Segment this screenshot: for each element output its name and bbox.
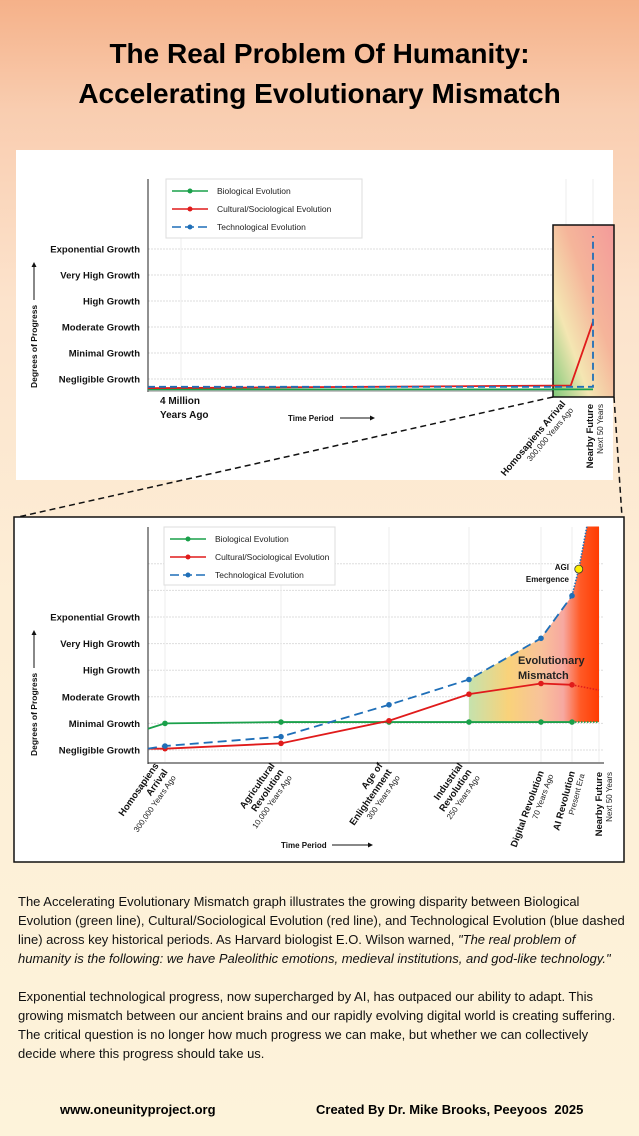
zoom-connector-left [17,396,554,518]
x-tick-label-line: Nearby Future [585,404,596,468]
detail-legend-box [163,526,336,586]
x-axis-arrowhead-icon [370,415,375,421]
detail-legend: Biological Evolution Cultural/Sociologica… [163,526,336,586]
legend-marker-biological-evolution [187,188,193,194]
evolutionary-mismatch-area [469,526,599,723]
data-point-technological-evolution [386,701,392,708]
description-paragraph-2: Exponential technological progress, now … [18,989,616,1061]
x-tick-label-line: Nearby Future [594,772,605,836]
detail-chart: Negligible Growth Minimal Growth Moderate … [13,516,625,863]
data-point-technological-evolution [538,635,544,642]
overview-legend: Biological Evolution Cultural/Sociologica… [165,178,363,239]
x-tick-sublabel: Next 50 Years [596,404,605,454]
detail-y-axis-label: Degrees of Progress [29,673,39,756]
data-point-cultural-sociological-evolution [278,740,284,747]
y-tick-high-growth: High Growth [83,666,140,677]
legend-marker-technological-evolution [185,572,191,578]
data-point-cultural-sociological-evolution [569,682,575,688]
overview-y-tick-labels: Negligible Growth Minimal Growth Moderate … [50,245,140,386]
detail-x-axis-label: Time Period [281,841,327,850]
overview-series [147,236,594,391]
credit-text: Created By Dr. Mike Brooks, Peeyoos 2025 [316,1102,584,1117]
y-tick-negligible-growth: Negligible Growth [59,746,140,757]
legend-label-biological-evolution: Biological Evolution [215,534,289,544]
y-tick-very-high-growth: Very High Growth [60,271,140,282]
data-point-technological-evolution [278,733,284,740]
detail-y-axis-title: Degrees of Progress [29,630,39,756]
detail-y-tick-labels: Negligible Growth Minimal Growth Moderate … [50,613,140,757]
data-point-technological-evolution [569,592,575,599]
agi-label-line1: AGI [555,563,569,572]
mismatch-label-line1: Evolutionary [518,655,586,667]
title-line-1: The Real Problem Of Humanity: [109,38,530,69]
charts-canvas: Negligible Growth Minimal Growth Moderate … [13,150,625,863]
data-point-biological-evolution [538,719,544,725]
zoom-connector-right [613,396,623,518]
overview-x-axis-label: Time Period [288,414,334,423]
agi-label-line2: Emergence [526,575,570,584]
wilson-quote: "The real problem of humanity is the fol… [18,932,611,966]
legend-label-cultural-sociological-evolution: Cultural/Sociological Evolution [217,204,332,214]
y-tick-exponential-growth: Exponential Growth [50,613,140,624]
overview-y-axis-title: Degrees of Progress [29,262,39,388]
y-tick-exponential-growth: Exponential Growth [50,245,140,256]
y-axis-arrowhead-icon [31,630,37,635]
x-tick-label-line: Years Ago [160,410,209,421]
y-tick-minimal-growth: Minimal Growth [69,719,140,730]
data-point-biological-evolution [569,719,575,725]
description: The Accelerating Evolutionary Mismatch g… [18,892,626,1082]
legend-marker-biological-evolution [185,536,191,542]
y-axis-arrowhead-icon [31,262,37,267]
overview-y-axis-label: Degrees of Progress [29,305,39,388]
legend-marker-cultural-sociological-evolution [187,206,193,212]
overview-chart: Negligible Growth Minimal Growth Moderate … [16,150,623,518]
data-point-cultural-sociological-evolution [386,717,392,724]
data-point-cultural-sociological-evolution [466,691,472,697]
x-tick-nearby-future: Nearby Future Next 50 Years [585,404,605,468]
y-tick-negligible-growth: Negligible Growth [59,375,140,386]
data-point-biological-evolution [162,720,168,727]
x-tick-sublabel: Next 50 Years [605,772,614,822]
legend-label-cultural-sociological-evolution: Cultural/Sociological Evolution [215,552,330,562]
title-line-2: Accelerating Evolutionary Mismatch [78,78,561,109]
legend-marker-cultural-sociological-evolution [185,554,191,560]
y-tick-high-growth: High Growth [83,297,140,308]
data-point-technological-evolution [162,743,168,749]
detail-series [147,526,600,752]
x-tick-4-million-years-ago: 4 Million Years Ago [160,396,209,421]
y-tick-moderate-growth: Moderate Growth [62,323,140,334]
legend-marker-technological-evolution [187,224,193,230]
description-paragraph-1: The Accelerating Evolutionary Mismatch g… [18,892,626,968]
data-point-biological-evolution [278,719,284,725]
series-line-technological-evolution [148,236,594,388]
y-tick-very-high-growth: Very High Growth [60,639,140,650]
x-tick-label-line: 4 Million [160,396,200,407]
y-tick-moderate-growth: Moderate Growth [62,692,140,703]
agi-emergence-marker [574,564,584,574]
website-link[interactable]: www.oneunityproject.org [60,1102,216,1117]
legend-label-technological-evolution: Technological Evolution [217,222,306,232]
legend-label-technological-evolution: Technological Evolution [215,570,304,580]
legend-label-biological-evolution: Biological Evolution [217,186,291,196]
mismatch-label-line2: Mismatch [518,670,569,682]
data-point-biological-evolution [466,719,472,725]
data-point-technological-evolution [466,676,472,683]
description-text: The Accelerating Evolutionary Mismatch g… [18,894,625,947]
x-axis-arrowhead-icon [368,842,373,848]
y-tick-minimal-growth: Minimal Growth [69,349,140,360]
zoom-highlight-box [552,224,615,398]
page-title: The Real Problem Of Humanity: Accelerati… [0,34,639,114]
overview-legend-box [165,178,363,239]
data-point-cultural-sociological-evolution [538,680,544,687]
x-tick-nearby-future: Nearby Future Next 50 Years [594,772,614,836]
